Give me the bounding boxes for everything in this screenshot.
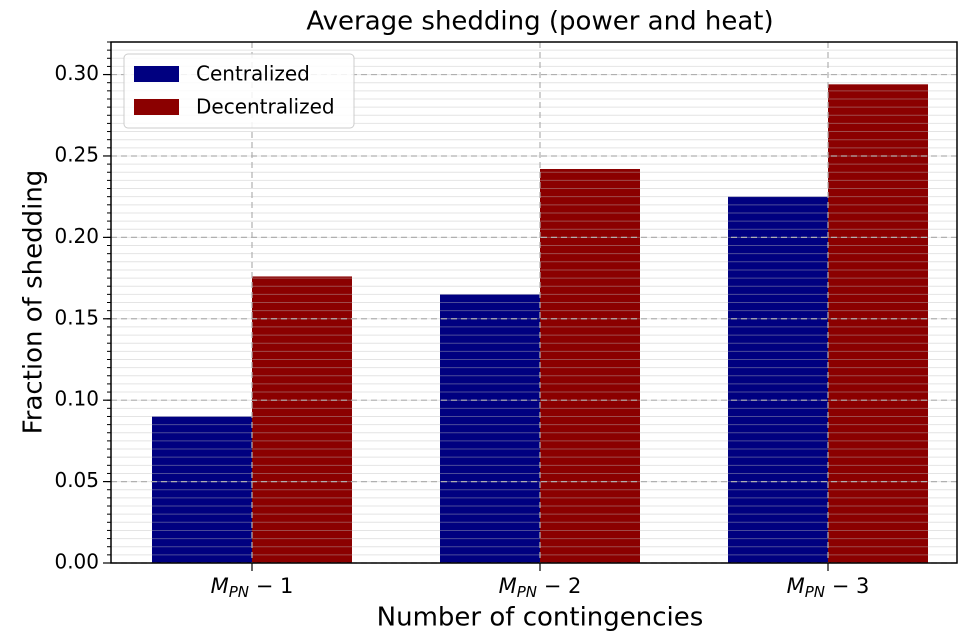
x-tick-label-part: − 1 [249, 574, 293, 598]
legend-swatch [134, 99, 179, 115]
x-tick-label: MPN − 1 [211, 574, 294, 601]
y-tick-label: 0.05 [54, 468, 99, 492]
bar [440, 294, 540, 563]
x-tick-label-part: − 3 [825, 574, 869, 598]
legend-label: Centralized [196, 62, 310, 86]
y-tick-label: 0.25 [54, 142, 99, 166]
chart-title: Average shedding (power and heat) [306, 7, 773, 37]
y-tick-label: 0.15 [54, 305, 99, 329]
y-tick-label: 0.20 [54, 224, 99, 248]
bar [728, 196, 828, 563]
x-tick-label-part: M [787, 574, 805, 598]
x-tick-label: MPN − 2 [499, 574, 582, 601]
x-tick-label-part: − 2 [537, 574, 581, 598]
y-tick-label: 0.30 [54, 61, 99, 85]
x-tick-label-part: M [499, 574, 517, 598]
x-tick-label-part: M [211, 574, 229, 598]
y-tick-label: 0.00 [54, 550, 99, 574]
x-axis-label: Number of contingencies [377, 603, 704, 633]
plot-frame [110, 41, 958, 564]
legend-swatch [134, 66, 179, 82]
bar [828, 84, 928, 564]
bar [152, 416, 252, 563]
legend-box [123, 53, 355, 129]
x-tick-label-part: PN [517, 583, 537, 601]
y-axis-label: Fraction of shedding [19, 170, 49, 435]
bar [540, 168, 640, 563]
x-tick-label-part: PN [805, 583, 825, 601]
x-tick-label: MPN − 3 [787, 574, 870, 601]
bar [252, 276, 352, 563]
y-tick-label: 0.10 [54, 387, 99, 411]
x-tick-label-part: PN [229, 583, 249, 601]
legend-label: Decentralized [196, 95, 335, 119]
